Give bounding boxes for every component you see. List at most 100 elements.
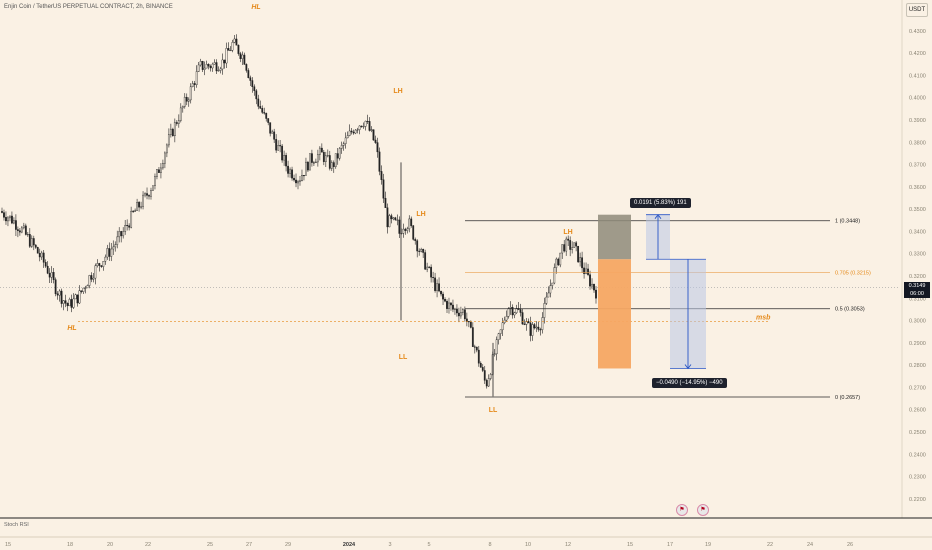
candle: [533, 324, 536, 329]
candle: [432, 276, 434, 279]
symbol-title: Enjin Coin / TetherUS PERPETUAL CONTRACT…: [4, 4, 173, 10]
candle: [257, 98, 260, 107]
candle: [128, 225, 131, 228]
candle: [587, 268, 589, 275]
us-flag-event-icon[interactable]: ⚑: [676, 504, 688, 516]
candle: [579, 257, 582, 263]
candle: [358, 125, 361, 130]
candle: [140, 206, 142, 208]
candle: [454, 308, 456, 310]
candle: [221, 59, 224, 70]
candle: [499, 329, 502, 334]
candle: [243, 54, 246, 65]
candle: [88, 275, 91, 286]
candle: [223, 59, 226, 64]
msb-label: msb: [756, 315, 771, 322]
candle: [46, 265, 49, 274]
x-tick-label: 27: [246, 542, 252, 548]
candle: [9, 215, 11, 219]
candle: [388, 215, 391, 228]
candle: [162, 163, 164, 169]
x-tick-label: 10: [525, 542, 531, 548]
fib-level-label: 0.5 (0.3053): [835, 307, 865, 313]
candle: [489, 374, 492, 379]
candle: [130, 210, 133, 228]
candle: [235, 38, 238, 46]
y-tick-label: 0.3200: [909, 274, 926, 280]
candle: [559, 252, 562, 266]
candle: [303, 175, 305, 177]
x-tick-label: 2024: [343, 542, 356, 548]
candle: [535, 326, 538, 329]
candle: [487, 378, 490, 387]
candle: [193, 83, 196, 85]
measure-tooltip-top: 0.0191 (5.83%) 191: [630, 198, 691, 208]
y-tick-label: 0.2300: [909, 475, 926, 481]
candle: [189, 86, 192, 101]
candle: [362, 126, 365, 128]
candle: [418, 250, 421, 252]
currency-button[interactable]: USDT: [906, 3, 928, 17]
candle: [384, 197, 387, 208]
candle: [555, 258, 558, 268]
candle: [56, 293, 59, 296]
candle: [253, 86, 256, 91]
candle: [118, 231, 121, 238]
candle: [245, 64, 248, 71]
candle: [360, 125, 363, 127]
candle: [5, 217, 7, 222]
fib-level-label: 1 (0.3448): [835, 219, 860, 225]
candle: [563, 244, 566, 252]
candle: [50, 272, 53, 278]
us-flag-event-icon[interactable]: ⚑: [697, 504, 709, 516]
candle: [255, 90, 258, 100]
candle: [497, 333, 500, 340]
candle: [483, 370, 486, 381]
candle: [197, 64, 200, 72]
candle: [156, 169, 158, 177]
candle: [269, 122, 272, 134]
take-profit-zone[interactable]: [598, 259, 631, 369]
candle: [452, 304, 454, 310]
candle: [479, 362, 482, 368]
y-tick-label: 0.2800: [909, 363, 926, 369]
candle: [561, 244, 564, 254]
candle: [106, 248, 109, 258]
candle: [22, 225, 25, 229]
candle: [340, 145, 343, 149]
candle: [424, 252, 427, 270]
candle: [463, 309, 466, 320]
candle: [229, 50, 232, 52]
candle: [330, 162, 333, 169]
candle: [30, 238, 33, 247]
swing-label: LH: [563, 229, 572, 236]
candle: [565, 238, 568, 252]
candle: [289, 169, 291, 174]
candle: [354, 129, 357, 134]
candle: [511, 306, 514, 316]
candle: [249, 77, 252, 81]
candle: [102, 261, 105, 267]
x-tick-label: 29: [285, 542, 291, 548]
x-tick-label: 18: [67, 542, 73, 548]
candle: [148, 195, 150, 197]
candle: [72, 298, 75, 308]
candle: [66, 303, 69, 307]
candle: [314, 161, 317, 164]
candle: [595, 289, 597, 299]
stop-loss-zone[interactable]: [598, 214, 631, 260]
candle: [126, 225, 129, 227]
x-tick-label: 15: [5, 542, 11, 548]
candle: [11, 215, 13, 224]
candle: [434, 277, 436, 291]
y-tick-label: 0.2400: [909, 452, 926, 458]
candle: [138, 202, 140, 208]
candle: [207, 64, 210, 67]
arrow-up-icon: [654, 213, 662, 219]
x-tick-label: 15: [627, 542, 633, 548]
x-tick-label: 22: [145, 542, 151, 548]
candle: [169, 128, 172, 135]
candle: [15, 220, 17, 230]
candle: [158, 169, 160, 173]
